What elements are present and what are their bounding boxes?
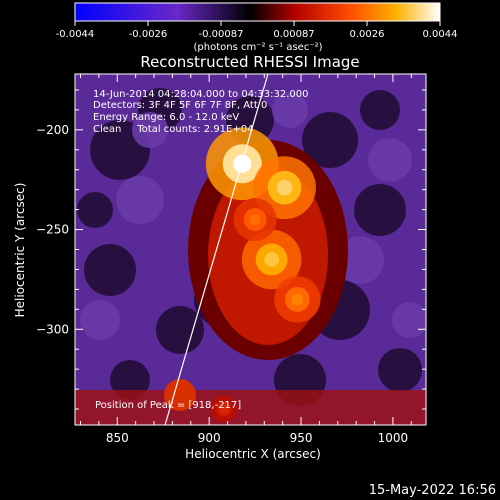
colorbar-tick-label: -0.0044: [56, 29, 95, 40]
background-patch: [116, 176, 164, 224]
source-peak: [264, 252, 280, 267]
colorbar-tick-label: 0.0044: [423, 29, 458, 40]
x-tick-label: 850: [106, 431, 129, 445]
annotation-detectors: Detectors: 3F 4F 5F 6F 7F 8F, Att 0: [93, 100, 267, 111]
source-peak: [291, 293, 304, 306]
x-axis-ticks: 850 900 950 1000: [80, 74, 412, 445]
source-peak: [276, 179, 293, 196]
source-peak: [249, 214, 261, 225]
background-contour: [378, 348, 422, 392]
chart-title: Reconstructed RHESSI Image: [140, 53, 359, 71]
background-patch: [132, 112, 168, 148]
annotation-clean-counts: Clean Total counts: 2.91E+04: [93, 124, 253, 135]
background-contour: [302, 112, 358, 168]
background-patch: [80, 300, 120, 340]
y-tick-label: −300: [36, 322, 69, 336]
annotation-time-range: 14-Jun-2014 04:28:04.000 to 04:33:32.000: [93, 89, 309, 100]
bottom-emission-band: [75, 390, 426, 425]
background-contour: [156, 306, 204, 354]
y-axis-label: Heliocentric Y (arcsec): [13, 183, 27, 318]
background-patch: [392, 302, 426, 338]
y-tick-label: −200: [36, 123, 69, 137]
background-patch: [272, 92, 308, 128]
annotation-energy-range: Energy Range: 6.0 - 12.0 keV: [93, 112, 239, 123]
colorbar: [74, 2, 441, 22]
footer-date: 15-May-2022 16:56: [369, 483, 496, 498]
source-peak: [220, 405, 228, 413]
colorbar-ticks: -0.0044 -0.0026 -0.00087 0.00087 0.0026 0.004…: [56, 21, 458, 40]
x-tick-label: 950: [290, 431, 313, 445]
background-contour: [360, 90, 400, 130]
colorbar-units-label: (photons cm⁻² s⁻¹ asec⁻²): [193, 42, 322, 53]
background-contour: [84, 244, 136, 296]
image-area: [75, 74, 426, 425]
x-tick-label: 900: [198, 431, 221, 445]
background-contour: [77, 192, 113, 228]
background-patch: [368, 138, 412, 182]
colorbar-tick-label: 0.00087: [273, 29, 314, 40]
colorbar-tick-label: -0.00087: [199, 29, 244, 40]
background-patch: [336, 236, 384, 284]
x-tick-label: 1000: [378, 431, 409, 445]
colorbar-tick-label: 0.0026: [350, 29, 385, 40]
background-contour: [354, 184, 406, 236]
colorbar-tick-label: -0.0026: [129, 29, 168, 40]
solar-limb-line: [164, 74, 269, 425]
x-axis-label: Heliocentric X (arcsec): [185, 447, 321, 461]
peak-position-label: Position of Peak = [918,-217]: [95, 400, 241, 411]
y-tick-label: −250: [36, 223, 69, 237]
y-axis-ticks: −200 −250 −300: [36, 89, 426, 410]
